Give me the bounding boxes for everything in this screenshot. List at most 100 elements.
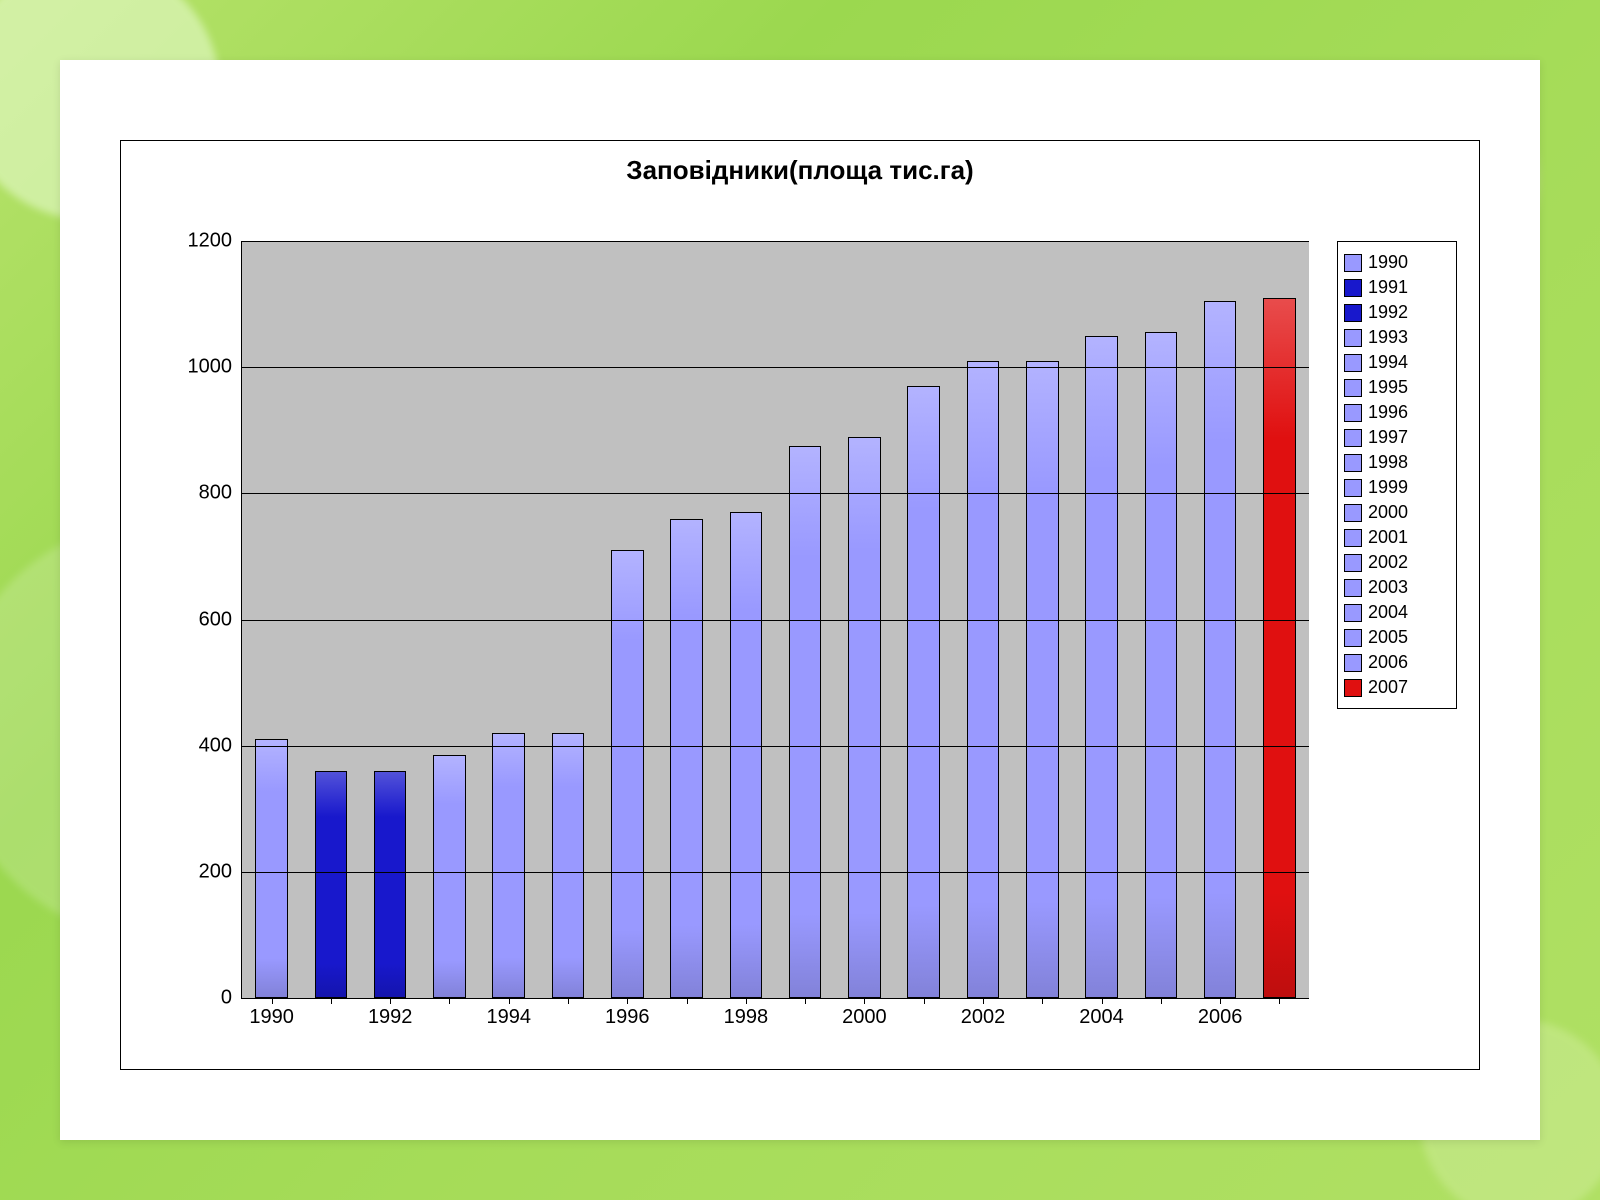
bar bbox=[1263, 298, 1296, 998]
legend-label: 1996 bbox=[1368, 402, 1408, 423]
legend-item: 1995 bbox=[1344, 377, 1450, 398]
bar bbox=[1085, 336, 1118, 998]
y-tick-label: 1200 bbox=[188, 230, 243, 253]
legend-item: 1990 bbox=[1344, 252, 1450, 273]
legend-label: 2005 bbox=[1368, 627, 1408, 648]
legend-swatch bbox=[1344, 604, 1362, 622]
legend-item: 2003 bbox=[1344, 577, 1450, 598]
x-tick-mark bbox=[331, 998, 332, 1004]
x-tick-label: 2002 bbox=[961, 998, 1006, 1029]
x-tick-label: 1992 bbox=[368, 998, 413, 1029]
legend-item: 1999 bbox=[1344, 477, 1450, 498]
legend-item: 2001 bbox=[1344, 527, 1450, 548]
legend-item: 2007 bbox=[1344, 677, 1450, 698]
bar bbox=[730, 512, 763, 998]
x-tick-label: 1998 bbox=[724, 998, 769, 1029]
bar bbox=[1204, 301, 1237, 998]
y-tick-label: 800 bbox=[199, 482, 242, 505]
legend-item: 2004 bbox=[1344, 602, 1450, 623]
legend-swatch bbox=[1344, 329, 1362, 347]
legend-swatch bbox=[1344, 679, 1362, 697]
x-tick-mark bbox=[805, 998, 806, 1004]
legend-item: 2000 bbox=[1344, 502, 1450, 523]
x-tick-mark bbox=[1279, 998, 1280, 1004]
x-tick-label: 1996 bbox=[605, 998, 650, 1029]
x-tick-label: 1990 bbox=[249, 998, 294, 1029]
legend-item: 2005 bbox=[1344, 627, 1450, 648]
legend-label: 1993 bbox=[1368, 327, 1408, 348]
legend-item: 1997 bbox=[1344, 427, 1450, 448]
white-card: Заповідники(площа тис.га) 02004006008001… bbox=[60, 60, 1540, 1140]
y-tick-label: 400 bbox=[199, 734, 242, 757]
y-gridline bbox=[242, 620, 1309, 621]
legend-label: 1994 bbox=[1368, 352, 1408, 373]
legend-label: 1995 bbox=[1368, 377, 1408, 398]
legend-item: 1993 bbox=[1344, 327, 1450, 348]
legend-label: 2004 bbox=[1368, 602, 1408, 623]
legend-swatch bbox=[1344, 654, 1362, 672]
y-gridline bbox=[242, 746, 1309, 747]
x-tick-mark bbox=[568, 998, 569, 1004]
legend-swatch bbox=[1344, 504, 1362, 522]
x-tick-mark bbox=[449, 998, 450, 1004]
legend-swatch bbox=[1344, 454, 1362, 472]
legend-swatch bbox=[1344, 254, 1362, 272]
bar bbox=[670, 519, 703, 998]
legend-label: 2006 bbox=[1368, 652, 1408, 673]
bar bbox=[255, 739, 288, 998]
legend-swatch bbox=[1344, 354, 1362, 372]
legend-label: 1998 bbox=[1368, 452, 1408, 473]
bar bbox=[433, 755, 466, 998]
y-tick-label: 1000 bbox=[188, 356, 243, 379]
y-gridline bbox=[242, 367, 1309, 368]
y-gridline bbox=[242, 493, 1309, 494]
legend-label: 1990 bbox=[1368, 252, 1408, 273]
y-gridline bbox=[242, 241, 1309, 242]
x-tick-label: 1994 bbox=[487, 998, 532, 1029]
bar bbox=[848, 437, 881, 998]
legend-swatch bbox=[1344, 379, 1362, 397]
x-tick-label: 2000 bbox=[842, 998, 887, 1029]
plot-area: 0200400600800100012001990199219941996199… bbox=[241, 241, 1309, 999]
x-tick-mark bbox=[1042, 998, 1043, 1004]
bar bbox=[1145, 332, 1178, 998]
x-tick-mark bbox=[924, 998, 925, 1004]
chart-box: Заповідники(площа тис.га) 02004006008001… bbox=[120, 140, 1480, 1070]
legend-label: 1999 bbox=[1368, 477, 1408, 498]
legend-label: 2001 bbox=[1368, 527, 1408, 548]
legend-item: 2002 bbox=[1344, 552, 1450, 573]
presentation-frame: Заповідники(площа тис.га) 02004006008001… bbox=[0, 0, 1600, 1200]
bar bbox=[907, 386, 940, 998]
bar bbox=[374, 771, 407, 998]
y-tick-label: 0 bbox=[221, 987, 242, 1010]
bar bbox=[611, 550, 644, 998]
chart-title: Заповідники(площа тис.га) bbox=[121, 155, 1479, 186]
bar bbox=[492, 733, 525, 998]
legend-swatch bbox=[1344, 429, 1362, 447]
legend-label: 1992 bbox=[1368, 302, 1408, 323]
legend-swatch bbox=[1344, 279, 1362, 297]
legend-label: 2003 bbox=[1368, 577, 1408, 598]
legend-label: 2002 bbox=[1368, 552, 1408, 573]
legend-label: 1991 bbox=[1368, 277, 1408, 298]
legend-swatch bbox=[1344, 404, 1362, 422]
legend-swatch bbox=[1344, 304, 1362, 322]
legend-item: 1991 bbox=[1344, 277, 1450, 298]
legend-item: 1996 bbox=[1344, 402, 1450, 423]
legend-label: 1997 bbox=[1368, 427, 1408, 448]
legend-item: 1994 bbox=[1344, 352, 1450, 373]
y-tick-label: 200 bbox=[199, 860, 242, 883]
y-tick-label: 600 bbox=[199, 608, 242, 631]
bar bbox=[789, 446, 822, 998]
legend-swatch bbox=[1344, 529, 1362, 547]
legend-item: 2006 bbox=[1344, 652, 1450, 673]
y-gridline bbox=[242, 872, 1309, 873]
bar bbox=[552, 733, 585, 998]
bar bbox=[967, 361, 1000, 998]
legend-swatch bbox=[1344, 579, 1362, 597]
x-tick-label: 2006 bbox=[1198, 998, 1243, 1029]
legend-label: 2007 bbox=[1368, 677, 1408, 698]
legend-swatch bbox=[1344, 629, 1362, 647]
legend-box: 1990 1991 1992 1993 1994 1995 1996 1997 1998 1999… bbox=[1337, 241, 1457, 709]
x-tick-mark bbox=[1161, 998, 1162, 1004]
